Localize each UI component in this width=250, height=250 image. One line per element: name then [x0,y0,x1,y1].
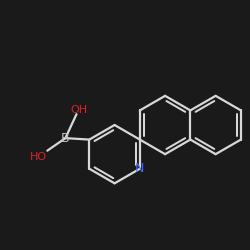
Text: OH: OH [71,105,88,115]
Text: HO: HO [30,152,47,162]
Text: N: N [135,162,144,175]
Text: B: B [61,132,70,144]
